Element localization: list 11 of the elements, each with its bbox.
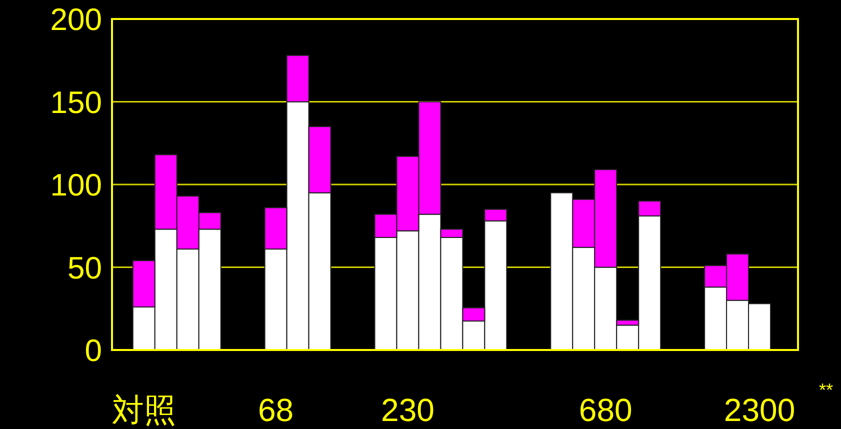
- x-tick-label: 680: [578, 392, 632, 428]
- y-tick-label: 100: [50, 168, 102, 202]
- x-tick-label: 対照: [112, 392, 176, 428]
- text: **: [818, 380, 833, 400]
- y-tick-label: 150: [50, 84, 102, 120]
- y-tick-label: 200: [50, 2, 102, 37]
- x-tick-label: 68: [258, 392, 294, 428]
- y-tick-label: 0: [84, 333, 102, 368]
- y-tick-label: 50: [68, 250, 102, 286]
- x-tick-label: 2300: [724, 392, 796, 428]
- x-tick-label: 230: [381, 392, 434, 428]
